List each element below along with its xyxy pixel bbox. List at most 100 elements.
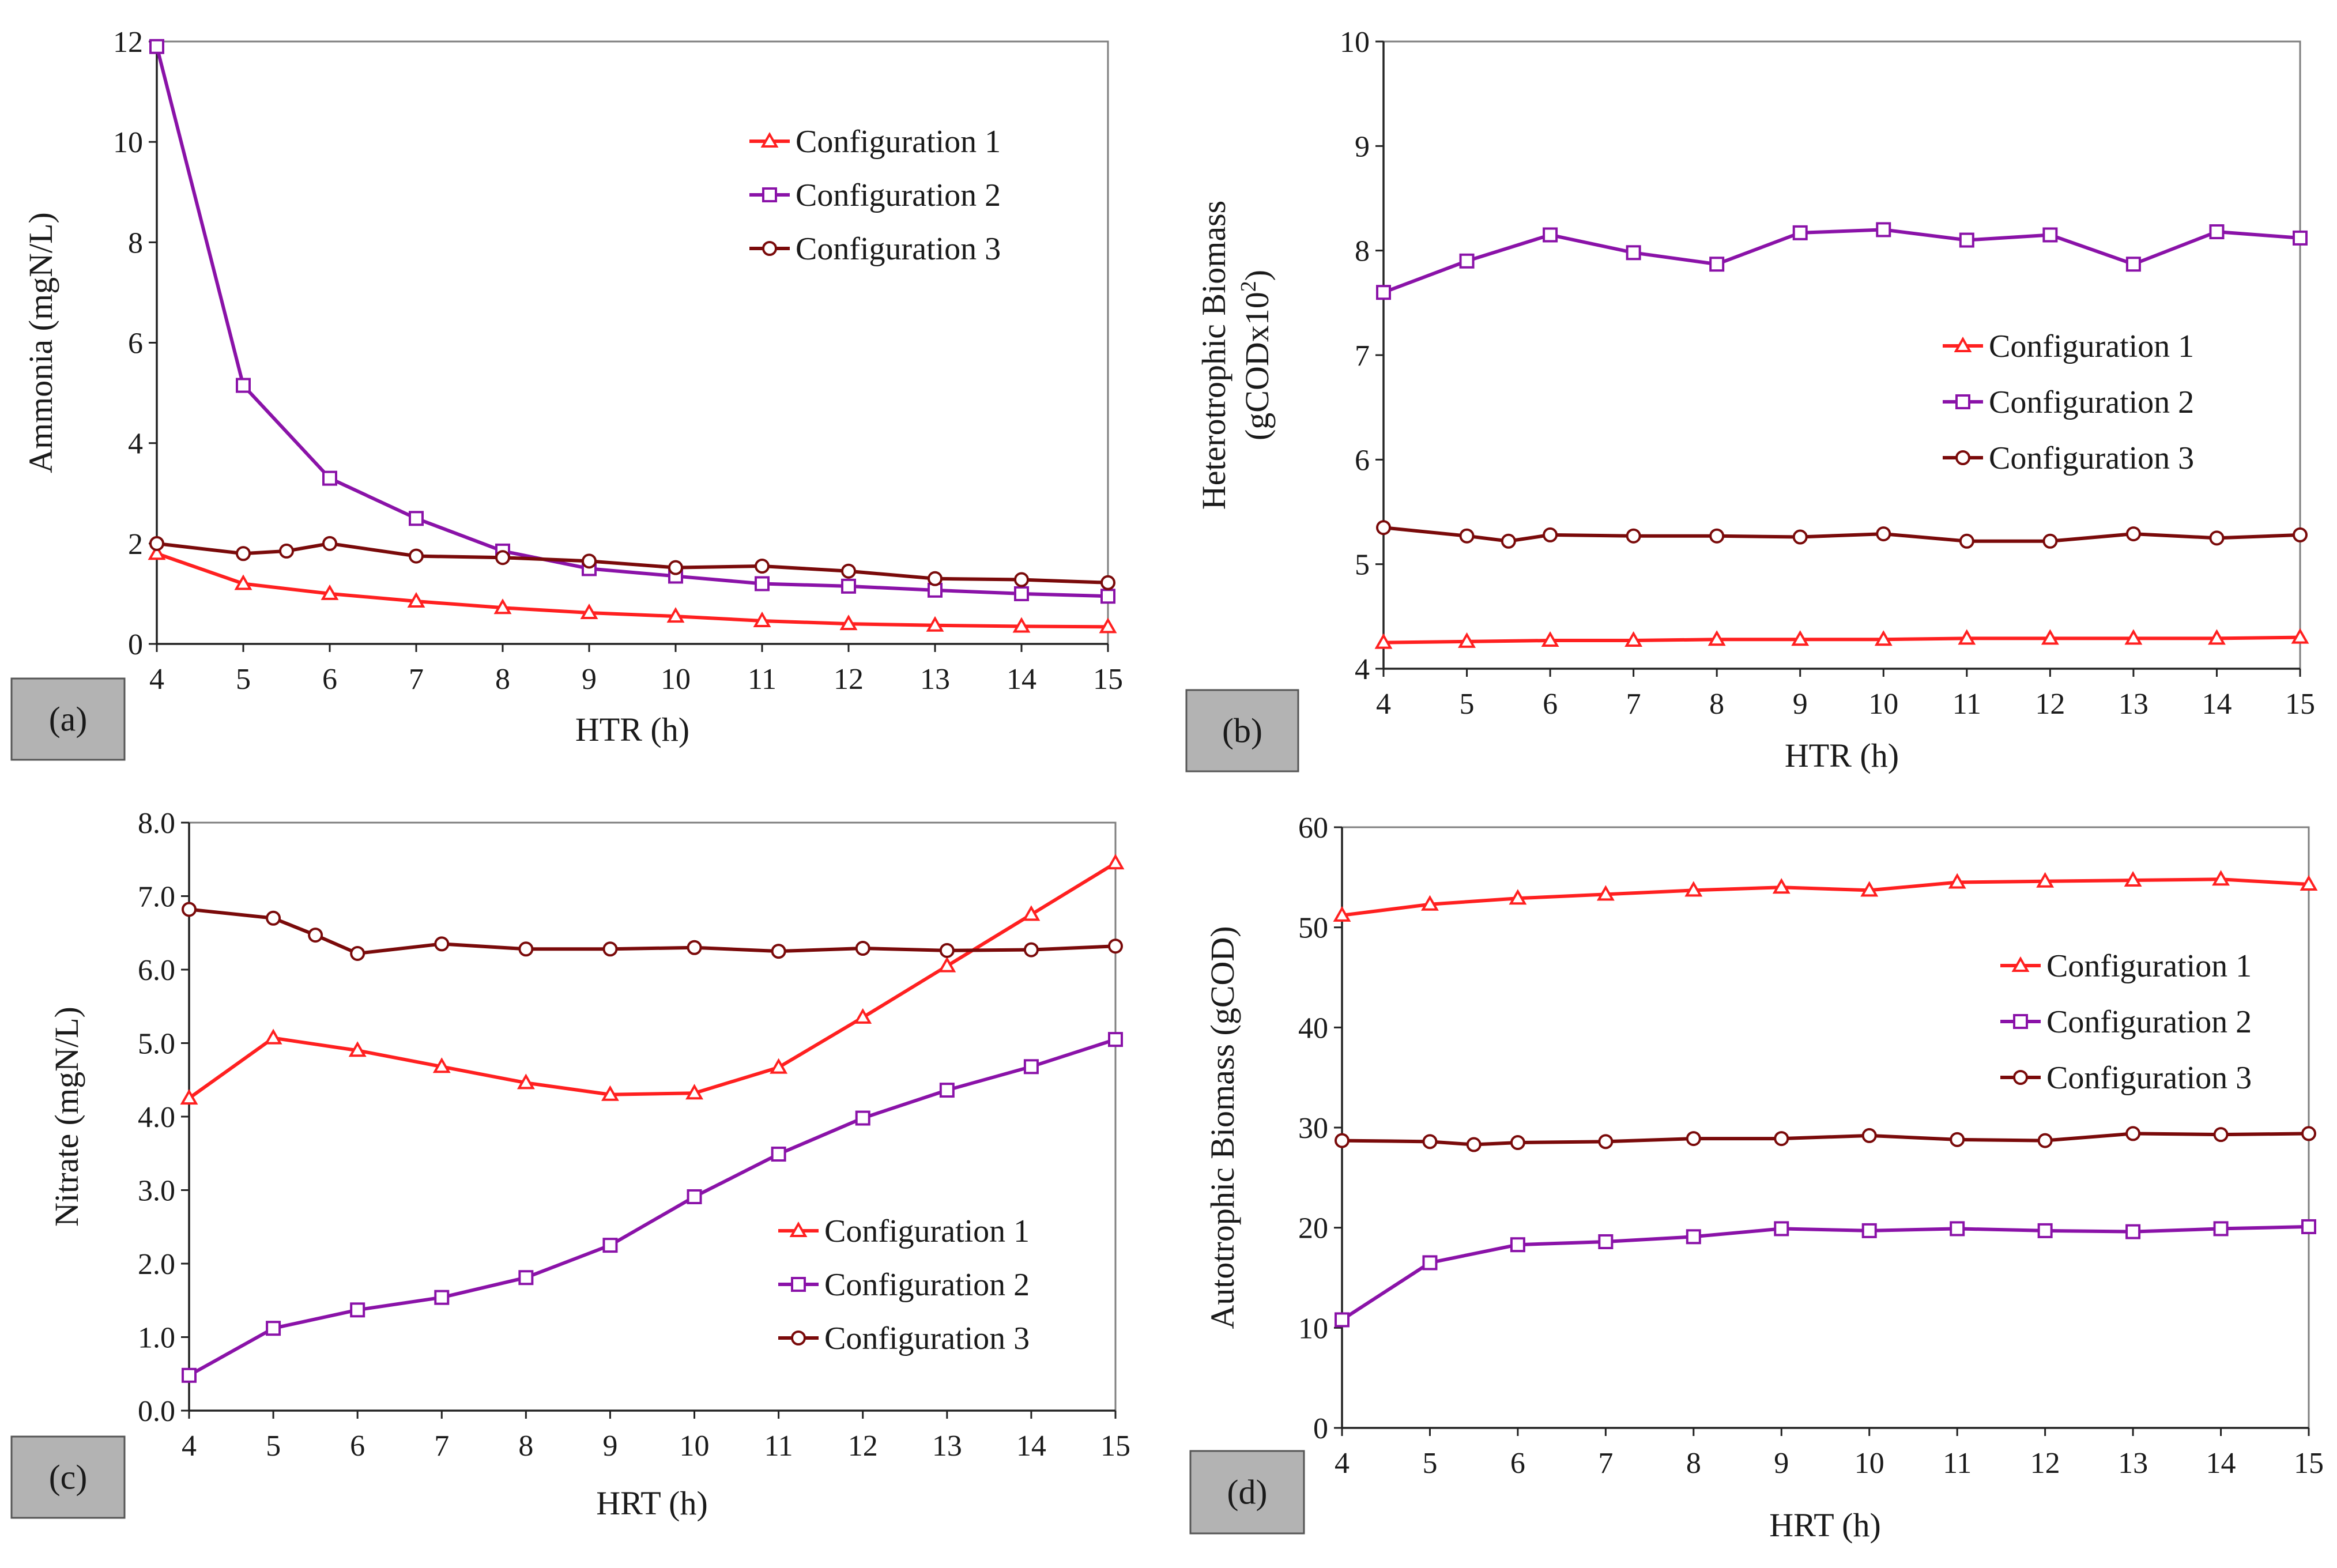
data-point: [1596, 885, 1615, 901]
y-tick-label: 7.0: [138, 881, 175, 914]
series-configuration-3: [1376, 520, 2308, 549]
data-point: [407, 591, 425, 608]
data-point: [1509, 889, 1527, 905]
legend-swatch-marker: [1954, 336, 1972, 352]
data-point: [1959, 232, 1974, 248]
data-point: [1459, 253, 1475, 269]
data-point: [938, 956, 956, 973]
data-point: [771, 944, 786, 959]
data-point: [2209, 224, 2225, 240]
data-point: [685, 1084, 703, 1100]
x-tick-label: 7: [1626, 688, 1641, 721]
series-line: [155, 46, 1109, 598]
data-point: [1501, 533, 1516, 549]
data-point: [266, 910, 281, 926]
x-tick-label: 13: [920, 663, 950, 696]
data-point: [321, 584, 339, 600]
data-point: [580, 603, 598, 620]
x-tick-label: 14: [2202, 688, 2232, 721]
data-point: [582, 553, 597, 569]
data-point: [279, 543, 294, 559]
data-point: [1792, 529, 1808, 545]
series-line: [1383, 635, 2301, 644]
series-configuration-2: [1376, 222, 2308, 300]
legend-swatch-marker: [2011, 956, 2030, 972]
panel-label: (b): [1222, 712, 1262, 750]
x-axis-label: HTR (h): [1785, 737, 1899, 774]
y-tick-label: 12: [113, 26, 143, 59]
x-tick-label: 5: [1460, 688, 1475, 721]
data-point: [1709, 528, 1725, 544]
data-point: [322, 536, 337, 551]
legend-entry: Configuration 2: [796, 178, 1001, 213]
x-tick-label: 13: [2119, 688, 2148, 721]
panel-label-box: [1185, 689, 1299, 772]
data-point: [1099, 617, 1117, 634]
x-tick-label: 15: [1100, 1430, 1130, 1463]
y-tick-label: 4.0: [138, 1101, 175, 1134]
data-point: [266, 1321, 281, 1336]
data-point: [1598, 1234, 1614, 1249]
data-point: [1108, 938, 1123, 954]
data-point: [753, 611, 771, 627]
legend-entry: Configuration 3: [824, 1321, 1030, 1356]
data-point: [2213, 1221, 2229, 1237]
y-axis-label: Ammonia (mgN/L): [22, 212, 59, 473]
series-configuration-3: [149, 536, 1115, 590]
series-configuration-3: [182, 902, 1123, 961]
data-point: [308, 928, 323, 943]
y-tick-label: 2.0: [138, 1248, 175, 1281]
data-point: [2125, 1126, 2141, 1141]
data-point: [1108, 1032, 1123, 1047]
data-point: [939, 943, 955, 958]
y-axis-label: Heterotrophic Biomass: [1195, 201, 1232, 510]
data-point: [148, 544, 166, 560]
data-point: [2125, 257, 2141, 272]
data-point: [2036, 872, 2055, 888]
data-point: [434, 1290, 450, 1305]
y-tick-label: 8.0: [138, 807, 175, 840]
y-tick-label: 30: [1298, 1112, 1328, 1145]
data-point: [666, 607, 685, 623]
y-tick-label: 10: [1298, 1312, 1328, 1345]
plot-area: [1341, 826, 2310, 1429]
y-tick-label: 8: [1355, 235, 1370, 268]
x-axis-label: HRT (h): [1769, 1506, 1881, 1544]
data-point: [2300, 875, 2318, 891]
data-point: [841, 563, 856, 579]
x-tick-label: 10: [1854, 1447, 1884, 1480]
data-point: [928, 571, 943, 586]
x-tick-label: 6: [322, 663, 337, 696]
series-line: [1341, 1224, 2309, 1321]
data-point: [1510, 1135, 1525, 1151]
x-tick-label: 15: [1093, 663, 1123, 696]
legend-swatch-marker: [791, 1277, 806, 1292]
data-point: [1014, 572, 1029, 587]
data-point: [2037, 1133, 2053, 1148]
data-point: [1684, 881, 1703, 897]
series-line: [188, 861, 1117, 1100]
x-tick-label: 15: [2294, 1447, 2324, 1480]
data-point: [518, 1270, 534, 1286]
data-point: [1422, 1255, 1438, 1271]
x-tick-label: 13: [932, 1430, 962, 1463]
legend-entry: Configuration 3: [2046, 1060, 2252, 1096]
data-point: [2209, 530, 2225, 546]
x-axis-label: HTR (h): [575, 711, 689, 748]
x-tick-label: 8: [495, 663, 510, 696]
data-point: [1792, 225, 1808, 240]
data-point: [1335, 1312, 1350, 1328]
x-tick-label: 4: [1335, 1447, 1350, 1480]
data-point: [2301, 1126, 2316, 1141]
panel-label: (d): [1227, 1473, 1268, 1512]
legend-swatch-marker: [2013, 1070, 2028, 1085]
legend-entry: Configuration 1: [824, 1213, 1030, 1249]
x-tick-label: 7: [1598, 1447, 1613, 1480]
data-point: [2208, 629, 2226, 645]
data-point: [1422, 1134, 1438, 1149]
x-tick-label: 12: [834, 663, 864, 696]
legend-entry: Configuration 1: [1989, 329, 2194, 364]
legend-entry: Configuration 1: [796, 124, 1001, 160]
data-point: [1958, 629, 1976, 645]
data-point: [1543, 527, 1558, 542]
